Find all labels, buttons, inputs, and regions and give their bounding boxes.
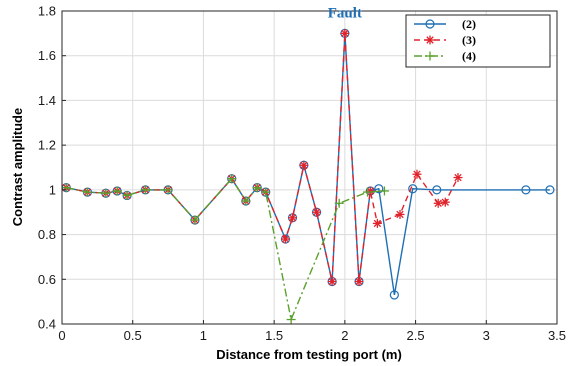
data-point — [440, 197, 450, 207]
legend-marker — [425, 35, 435, 45]
data-point — [374, 184, 384, 194]
series-line — [66, 177, 385, 322]
data-point — [252, 183, 262, 193]
data-point — [521, 185, 531, 195]
y-tick-label: 1.6 — [38, 48, 56, 63]
star-stroke — [373, 219, 382, 228]
legend-entry: (4) — [414, 49, 476, 63]
y-tick-label: 1 — [49, 182, 56, 197]
fault-annotation: Fault — [328, 6, 362, 22]
legend-label: (3) — [462, 33, 476, 47]
data-point — [408, 184, 418, 194]
data-point — [261, 187, 271, 197]
x-tick-label: 2 — [341, 328, 348, 343]
data-point — [453, 173, 463, 183]
data-point — [340, 28, 350, 38]
data-point — [299, 160, 309, 170]
y-tick-label: 0.8 — [38, 227, 56, 242]
data-point — [288, 213, 298, 223]
star-stroke — [281, 235, 290, 243]
axis-ticks: 0 0.5 1 1.5 2 2.5 3 3.5 0.4 0.6 0.8 1 1.2 1.4 1.6 1.8 — [38, 4, 566, 344]
data-point — [334, 198, 344, 208]
data-point — [280, 234, 290, 244]
data-point — [433, 198, 443, 208]
star-stroke — [434, 199, 442, 207]
x-tick-label: 0 — [58, 328, 65, 343]
plot-area — [61, 28, 555, 325]
data-point — [122, 190, 132, 200]
data-point — [227, 174, 237, 184]
legend-marker — [425, 51, 435, 61]
data-point — [545, 185, 555, 195]
y-tick-label: 0.6 — [38, 272, 56, 287]
data-point — [190, 215, 200, 225]
x-tick-label: 0.5 — [124, 328, 142, 343]
legend-label: (4) — [462, 49, 476, 63]
legend-label: (2) — [462, 17, 476, 31]
x-tick-label: 2.5 — [407, 328, 425, 343]
data-point — [354, 277, 364, 287]
legend: (2) (3) (4) — [405, 14, 551, 68]
legend-entry: (3) — [414, 33, 476, 47]
star-stroke — [300, 161, 308, 169]
plot-frame — [61, 10, 558, 325]
legend-entry: (2) — [414, 17, 476, 31]
star-stroke — [441, 198, 449, 206]
data-point — [286, 315, 296, 325]
x-tick-label: 1 — [200, 328, 207, 343]
data-point — [327, 277, 337, 287]
data-point — [163, 185, 173, 195]
legend-box — [405, 14, 551, 68]
x-tick-label: 3.5 — [548, 328, 566, 343]
data-point — [82, 187, 92, 197]
data-point — [312, 207, 322, 217]
x-tick-label: 3 — [483, 328, 490, 343]
data-point — [379, 186, 389, 196]
data-point — [241, 196, 251, 206]
star-stroke — [355, 277, 363, 286]
data-point — [140, 185, 150, 195]
x-axis-label: Distance from testing port (m) — [216, 347, 402, 362]
data-point — [412, 169, 422, 179]
star-stroke — [341, 29, 349, 38]
star-stroke — [328, 277, 336, 286]
y-tick-label: 1.2 — [38, 138, 56, 153]
star-stroke — [312, 208, 321, 216]
data-point — [372, 218, 382, 228]
data-point — [112, 186, 122, 196]
legend-marker — [425, 19, 435, 29]
data-point — [432, 185, 442, 195]
star-stroke — [396, 210, 404, 219]
star-stroke — [426, 36, 434, 44]
star-stroke — [366, 187, 375, 195]
data-point — [362, 187, 372, 197]
data-point — [61, 183, 71, 193]
data-point — [101, 188, 111, 198]
star-stroke — [454, 173, 462, 182]
star-stroke — [288, 214, 297, 222]
data-point — [389, 290, 399, 300]
y-tick-label: 1.4 — [38, 93, 56, 108]
series-3 — [61, 174, 389, 325]
data-point — [395, 209, 405, 219]
y-tick-label: 1.8 — [38, 4, 56, 19]
star-stroke — [413, 170, 421, 178]
y-axis-label: Contrast amplitude — [10, 108, 25, 226]
y-tick-label: 0.4 — [38, 317, 56, 332]
x-tick-label: 1.5 — [265, 328, 283, 343]
